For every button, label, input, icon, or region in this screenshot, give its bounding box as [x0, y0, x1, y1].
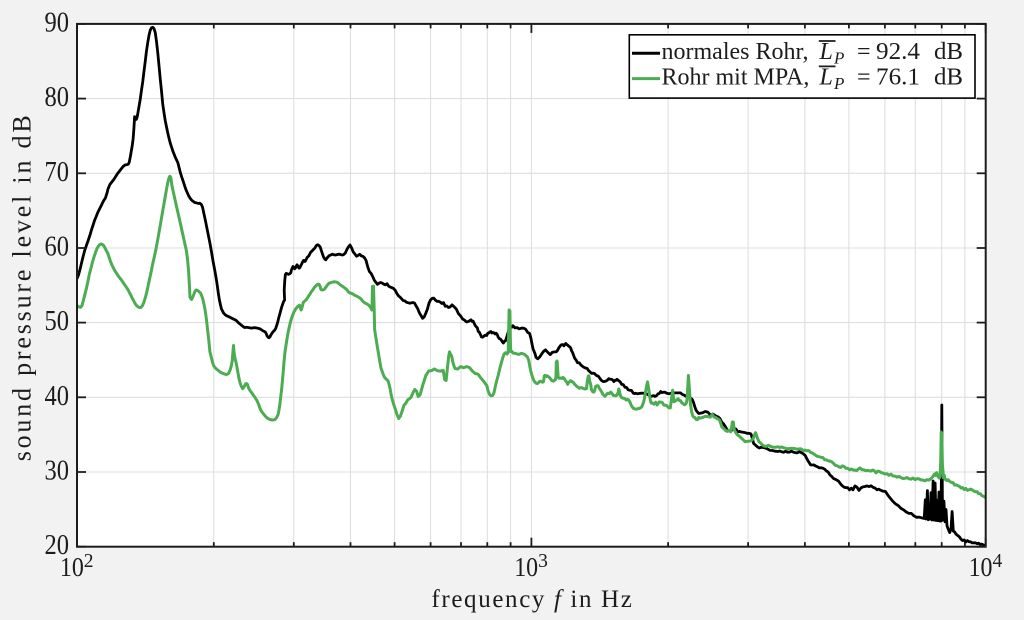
- svg-text:dB: dB: [934, 39, 963, 65]
- svg-text:=: =: [857, 64, 871, 90]
- svg-text:90: 90: [45, 7, 70, 38]
- svg-text:Rohr mit MPA,: Rohr mit MPA,: [662, 64, 810, 90]
- svg-text:92.4: 92.4: [876, 39, 920, 65]
- svg-text:P: P: [833, 74, 844, 93]
- svg-text:40: 40: [45, 381, 70, 412]
- svg-text:76.1: 76.1: [876, 64, 920, 90]
- svg-text:normales Rohr,: normales Rohr,: [662, 39, 809, 65]
- svg-text:L: L: [819, 39, 833, 65]
- svg-text:=: =: [857, 39, 871, 65]
- svg-text:20: 20: [45, 530, 70, 561]
- svg-text:30: 30: [45, 456, 70, 487]
- svg-text:70: 70: [45, 157, 70, 188]
- svg-text:P: P: [833, 49, 844, 68]
- svg-text:dB: dB: [934, 64, 963, 90]
- svg-text:60: 60: [45, 232, 70, 263]
- svg-text:80: 80: [45, 82, 70, 113]
- svg-text:L: L: [819, 64, 833, 90]
- svg-text:frequency f in Hz: frequency f in Hz: [431, 586, 631, 613]
- svg-text:sound pressure level in dB: sound pressure level in dB: [8, 115, 37, 461]
- svg-text:50: 50: [45, 306, 70, 337]
- svg-text:103: 103: [514, 551, 548, 582]
- svg-text:102: 102: [60, 551, 94, 582]
- svg-text:104: 104: [969, 551, 1003, 582]
